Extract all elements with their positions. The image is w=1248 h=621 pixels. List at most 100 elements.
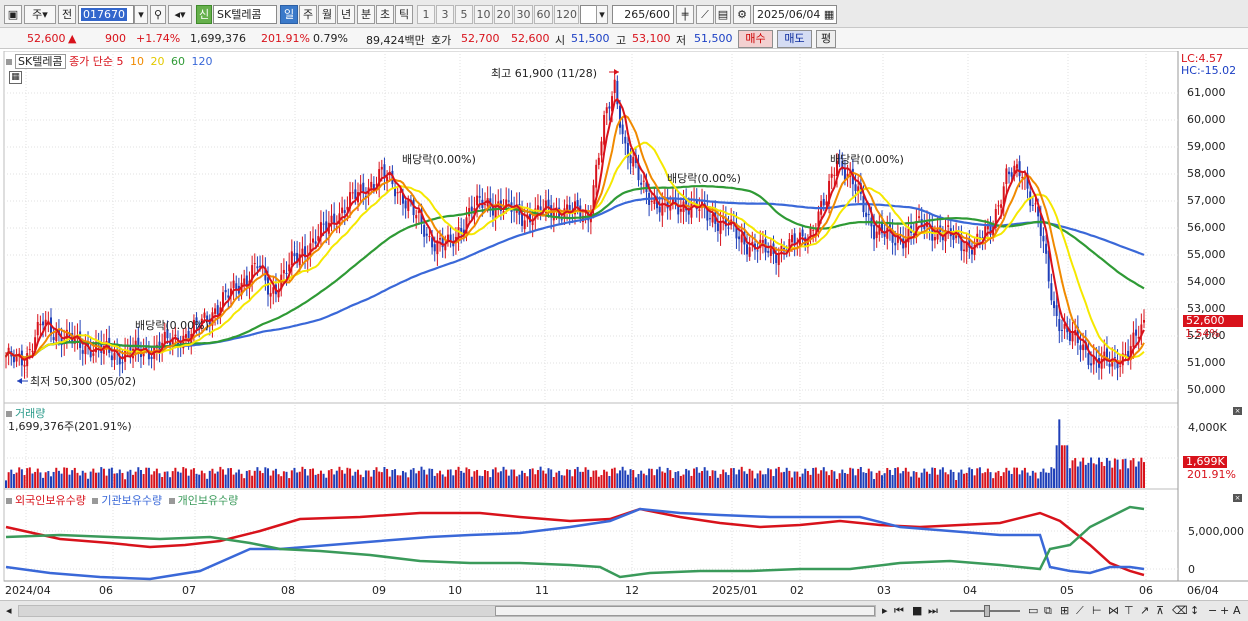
volume-bar (404, 472, 407, 488)
interval-button-30[interactable]: 30 (514, 5, 533, 24)
save-icon[interactable]: ▤ (715, 5, 731, 24)
interval-button-120[interactable]: 120 (554, 5, 579, 24)
period-button-tick[interactable]: 틱 (395, 5, 413, 24)
average-button[interactable]: 평 (816, 30, 836, 48)
candle-type-icon[interactable]: ╪ (676, 5, 694, 24)
candle-body (1010, 172, 1013, 177)
interval-dropdown-icon[interactable]: ▾ (596, 5, 608, 24)
candle-body (788, 239, 791, 250)
volume-bar (388, 476, 391, 488)
interval-button-3[interactable]: 3 (436, 5, 454, 24)
fib-icon[interactable]: ⋈ (1108, 604, 1119, 617)
volume-bar (878, 470, 881, 488)
volume-bar (605, 471, 608, 488)
volume-bar (288, 478, 291, 488)
stock-name-field[interactable]: SK텔레콤 (213, 5, 277, 24)
candle-body (994, 209, 997, 229)
volume-bar (1031, 470, 1034, 488)
chart-canvas[interactable] (0, 51, 1248, 621)
volume-bar (513, 469, 516, 488)
volume-bar (531, 468, 534, 488)
pan-icon[interactable]: ↕ (1190, 604, 1200, 617)
candle-body (933, 236, 936, 241)
volume-bar (142, 474, 145, 488)
erase-tool-icon[interactable]: ⌫ (1172, 604, 1188, 617)
window-menu-icon[interactable]: ▣ (4, 5, 22, 24)
volume-pane-close-icon[interactable]: × (1233, 407, 1242, 415)
jump-end-icon[interactable]: ⏭ (928, 604, 938, 617)
volume-bar (415, 473, 418, 488)
search-icon[interactable]: ⚲ (150, 5, 166, 24)
new-badge[interactable]: 신 (196, 5, 212, 24)
candle-body (621, 124, 624, 135)
gear-icon[interactable]: ⚙ (733, 5, 751, 24)
date-input[interactable]: 2025/06/04 ▦ (753, 5, 837, 24)
period-button-year[interactable]: 년 (337, 5, 355, 24)
candle-body (1053, 301, 1056, 309)
holding-pane-close-icon[interactable]: × (1233, 494, 1242, 502)
crosshair-icon[interactable]: ⊞ (1060, 604, 1070, 617)
scroll-track[interactable] (18, 605, 876, 617)
calendar-icon[interactable]: ▦ (823, 8, 835, 21)
stop-icon[interactable]: ■ (912, 604, 923, 617)
table-toggle-icon[interactable]: ▦ (9, 71, 22, 84)
bid-price: 52,600 (511, 32, 550, 45)
trend-icon[interactable]: ⟋ (1076, 604, 1084, 617)
volume-bar (261, 473, 264, 488)
volume-bar (494, 467, 497, 488)
zoom-in-icon[interactable]: + (1220, 604, 1230, 617)
chart-area[interactable]: SK텔레콤 종가 단순 5 10 20 60 120 ▦ LC:4.57 HC:… (0, 51, 1248, 621)
interval-button-60[interactable]: 60 (534, 5, 553, 24)
scroll-right-icon[interactable]: ▸ (882, 604, 888, 617)
candle-body (793, 233, 796, 245)
volume-bar (126, 471, 129, 488)
prev-button[interactable]: 전 (58, 5, 76, 24)
volume-bar (280, 476, 283, 488)
scroll-thumb[interactable] (495, 606, 875, 616)
volume-bar (566, 469, 569, 488)
volume-bar (595, 470, 598, 488)
period-button-minute[interactable]: 분 (357, 5, 375, 24)
mark-tool-icon[interactable]: ⊼ (1156, 604, 1165, 617)
market-select[interactable]: 주▾ (24, 5, 56, 24)
stock-code-input[interactable]: 017670 (78, 5, 134, 24)
sound-icon[interactable]: ◂▾ (168, 5, 192, 24)
arrow-tool-icon[interactable]: ↗ (1140, 604, 1150, 617)
layout-icon[interactable]: ▭ (1028, 604, 1039, 617)
period-button-week[interactable]: 주 (299, 5, 317, 24)
interval-button-20[interactable]: 20 (494, 5, 513, 24)
volume-bar (1140, 457, 1143, 488)
count-field[interactable]: 265/600 (612, 5, 674, 24)
candle-body (1137, 336, 1140, 339)
text-tool-icon[interactable]: ⊤ (1124, 604, 1134, 617)
candle-body (1066, 326, 1069, 333)
hline-icon[interactable]: ⊢ (1092, 604, 1102, 617)
volume-bar (568, 469, 571, 488)
buy-button[interactable]: 매수 (738, 30, 773, 48)
price-change-pct: +1.74% (136, 32, 181, 45)
draw-tool-icon[interactable]: ⟋ (696, 5, 714, 24)
zoom-slider-handle[interactable] (984, 605, 990, 617)
candle-body (822, 199, 825, 206)
jump-start-icon[interactable]: ⏮ (894, 604, 904, 617)
sell-button[interactable]: 매도 (777, 30, 812, 48)
volume-bar (703, 467, 706, 488)
candle-body (1060, 329, 1063, 331)
candle-body (288, 264, 291, 272)
volume-bar (179, 472, 182, 488)
period-button-month[interactable]: 월 (318, 5, 336, 24)
font-size-icon[interactable]: A (1233, 604, 1241, 617)
volume-bar (248, 470, 251, 488)
period-button-second[interactable]: 초 (376, 5, 394, 24)
period-button-day[interactable]: 일 (280, 5, 298, 24)
zoom-out-icon[interactable]: − (1208, 604, 1218, 617)
code-dropdown-icon[interactable]: ▾ (134, 5, 148, 24)
volume-bar (812, 467, 815, 488)
candle-body (304, 246, 307, 258)
scroll-left-icon[interactable]: ◂ (6, 604, 12, 617)
interval-button-10[interactable]: 10 (474, 5, 493, 24)
interval-button-1[interactable]: 1 (417, 5, 435, 24)
interval-button-5[interactable]: 5 (455, 5, 473, 24)
volume-bar (997, 470, 1000, 488)
copy-icon[interactable]: ⧉ (1044, 604, 1052, 617)
